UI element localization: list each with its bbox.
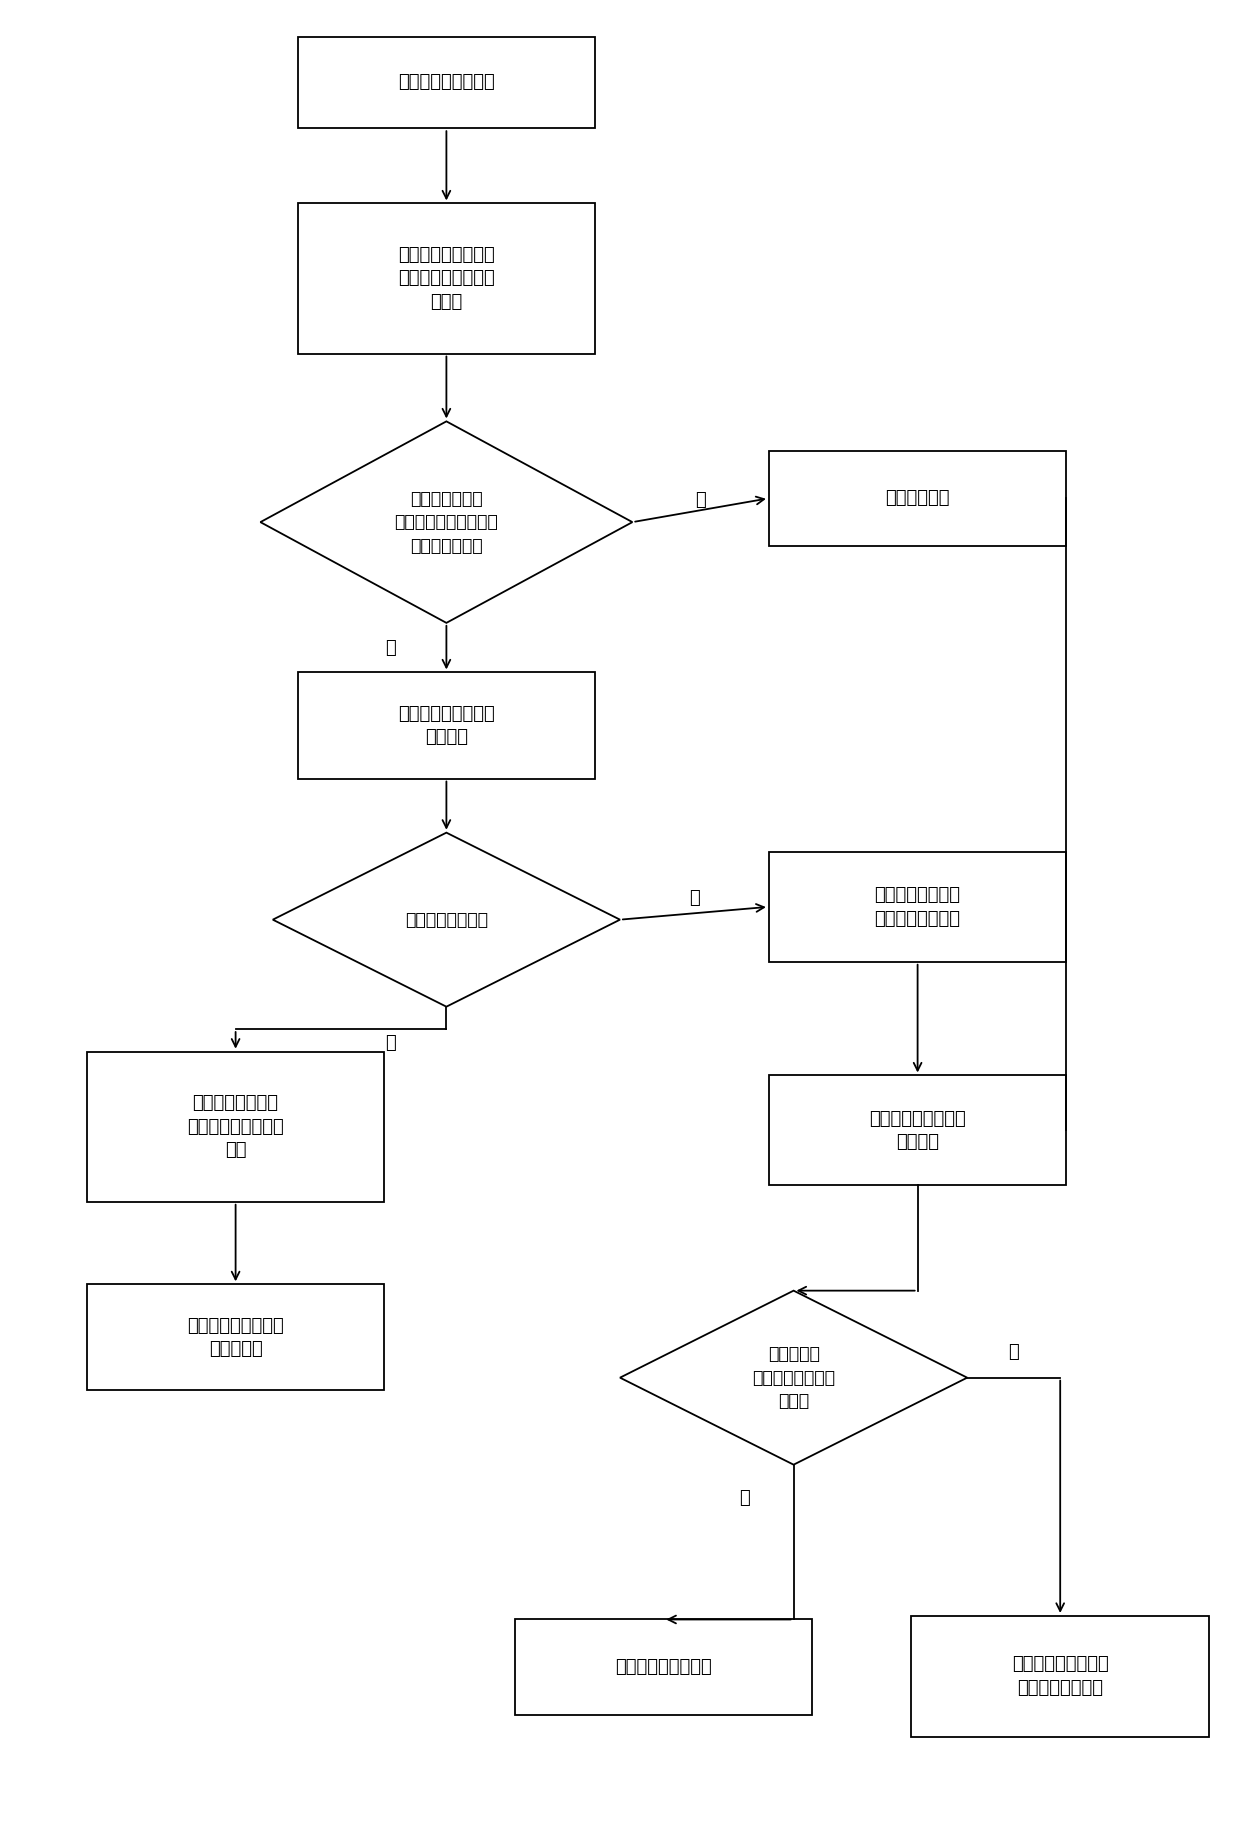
Bar [515,1619,812,1715]
Text: 是: 是 [739,1489,749,1506]
Bar [769,451,1066,546]
Text: 查询是否存
在已登出工艺室的
并行室: 查询是否存 在已登出工艺室的 并行室 [753,1345,835,1411]
Text: 关闭阀门，加工机台
升至工艺位，降低室
内气压: 关闭阀门，加工机台 升至工艺位，降低室 内气压 [398,245,495,311]
Bar [298,203,595,354]
Text: 发出异常警报: 发出异常警报 [885,489,950,507]
Bar [298,37,595,128]
Bar [87,1052,384,1202]
Text: 否: 否 [1008,1343,1019,1361]
Text: 残气分析仪停止工
作，发出异常警报: 残气分析仪停止工 作，发出异常警报 [874,887,961,927]
Bar [769,1075,1066,1185]
Bar [87,1284,384,1390]
Text: 否: 否 [386,1035,396,1052]
Text: 打开工艺室阀门，等
待晶片进入: 打开工艺室阀门，等 待晶片进入 [187,1317,284,1358]
Bar [769,852,1066,962]
Text: 启动残气分析仪监测
室内气氛: 启动残气分析仪监测 室内气氛 [398,705,495,746]
Polygon shape [273,832,620,1008]
Text: 否: 否 [696,491,706,509]
Text: 残气分析仪停止工
作，加工机台降至传
片位: 残气分析仪停止工 作，加工机台降至传 片位 [187,1094,284,1160]
Text: 是: 是 [386,639,396,656]
Text: 将工艺室从工艺生产
线中登出: 将工艺室从工艺生产 线中登出 [869,1110,966,1150]
Text: 是: 是 [689,889,699,907]
Bar [298,672,595,779]
Text: 移出工艺室内的晶片: 移出工艺室内的晶片 [398,73,495,92]
Bar [911,1616,1209,1737]
Text: 判断室内气压是
否在预定时间内降到指
定工作气压以下: 判断室内气压是 否在预定时间内降到指 定工作气压以下 [394,489,498,555]
Polygon shape [620,1290,967,1466]
Polygon shape [260,421,632,623]
Text: 后续晶片停止生产，
等待技术人员处理: 后续晶片停止生产， 等待技术人员处理 [1012,1656,1109,1696]
Text: 后续晶片进入并行室: 后续晶片进入并行室 [615,1658,712,1676]
Text: 室内气氛是否异常: 室内气氛是否异常 [405,911,487,929]
